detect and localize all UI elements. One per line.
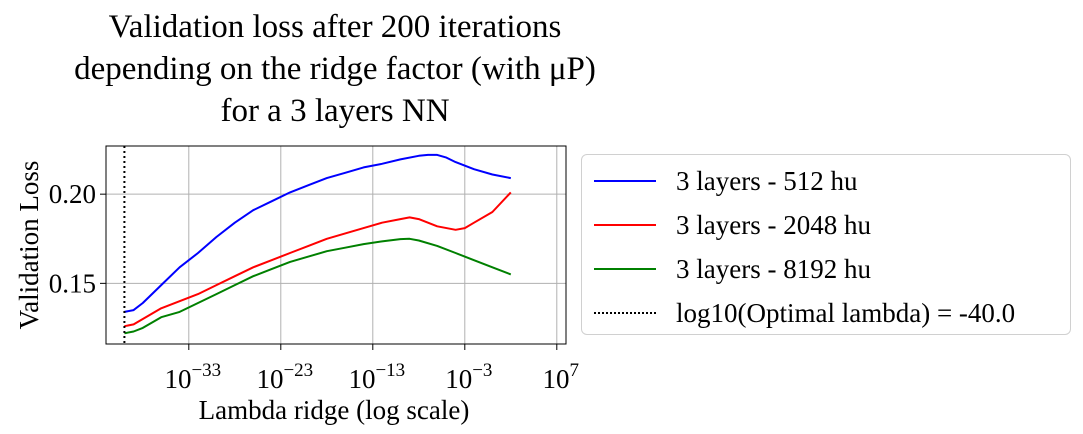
- legend-item-optimal-lambda: log10(Optimal lambda) = -40.0: [582, 291, 1015, 335]
- x-tick-label: 10−23: [256, 360, 313, 394]
- legend-line-2048: [594, 224, 656, 226]
- legend-label-optimal-lambda: log10(Optimal lambda) = -40.0: [676, 297, 1016, 328]
- legend-item-512: 3 layers - 512 hu: [582, 159, 857, 203]
- legend-item-2048: 3 layers - 2048 hu: [582, 203, 871, 247]
- legend-line-8192: [594, 268, 656, 270]
- grid-lines: [106, 146, 566, 344]
- legend-line-512: [594, 180, 656, 182]
- x-axis-label: Lambda ridge (log scale): [199, 395, 470, 425]
- x-tick-label: 107: [543, 360, 580, 394]
- series-line-1: [124, 191, 512, 328]
- x-tick-label: 10−3: [445, 360, 492, 394]
- chart-title-line-2: depending on the ridge factor (with μP): [74, 51, 596, 87]
- legend-label-8192: 3 layers - 8192 hu: [676, 253, 871, 284]
- series-lines: [123, 146, 512, 344]
- series-line-2: [124, 237, 512, 335]
- x-tick-label: 10−33: [164, 360, 221, 394]
- legend-item-8192: 3 layers - 8192 hu: [582, 247, 871, 291]
- chart-title: Validation loss after 200 iterations dep…: [20, 6, 650, 132]
- x-tick-label: 10−13: [348, 360, 405, 394]
- legend-line-optimal-lambda: [594, 312, 656, 314]
- legend-label-2048: 3 layers - 2048 hu: [676, 209, 871, 240]
- legend: 3 layers - 512 hu 3 layers - 2048 hu 3 l…: [581, 154, 1071, 335]
- series-line-0: [124, 153, 511, 313]
- y-tick-label: 0.20: [49, 179, 96, 209]
- chart-title-line-3: for a 3 layers NN: [220, 93, 450, 129]
- y-tick-label: 0.15: [49, 268, 96, 298]
- chart-title-line-1: Validation loss after 200 iterations: [108, 9, 562, 45]
- legend-label-512: 3 layers - 512 hu: [676, 165, 858, 196]
- plot-frame: [105, 145, 567, 345]
- y-axis-label: Validation Loss: [14, 161, 44, 330]
- axis-ticks: 10−33 10−23 10−13 10−3 107 0.15 0.20: [49, 179, 579, 394]
